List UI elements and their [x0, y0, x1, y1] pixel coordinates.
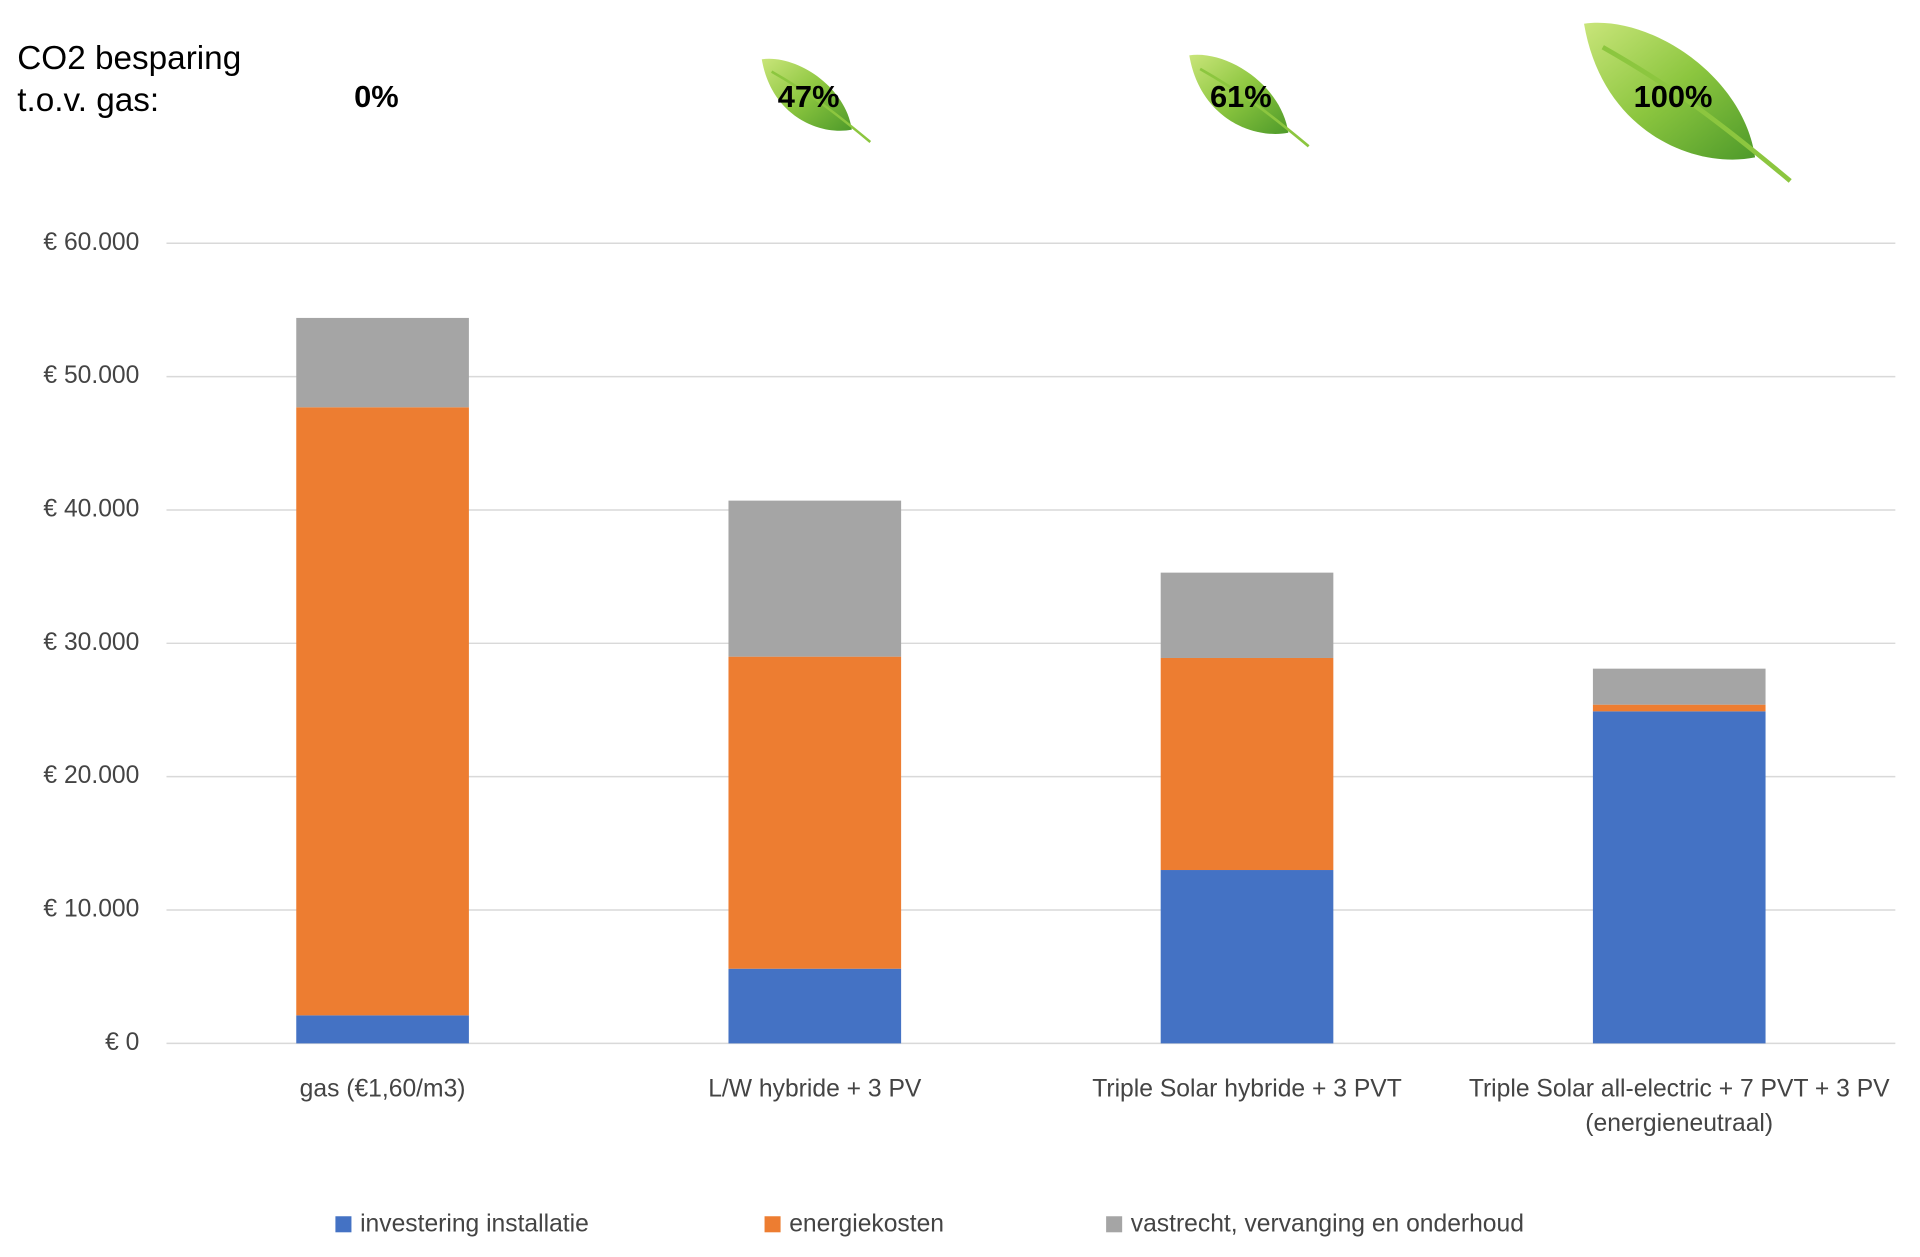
leaf	[1584, 22, 1756, 160]
y-tick-label: € 10.000	[43, 896, 139, 923]
leaf-icon	[761, 58, 872, 143]
leaf	[1189, 54, 1289, 134]
annotation-title: CO2 besparing t.o.v. gas:	[17, 39, 242, 119]
bar-segment	[1592, 704, 1766, 712]
y-tick-label: € 40.000	[43, 495, 139, 522]
annotation: 100%	[1634, 79, 1713, 114]
leaf-icon	[1584, 22, 1792, 183]
leaf-stem	[1601, 45, 1792, 183]
x-tick-label: gas (€1,60/m3)	[299, 1075, 466, 1103]
bar-segment	[296, 407, 469, 1016]
annotation: 0%	[354, 79, 399, 114]
x-tick-label: Triple Solar all-electric + 7 PVT + 3 PV…	[1468, 1075, 1890, 1138]
y-tick-label: € 50.000	[43, 362, 139, 389]
y-tick-label: € 20.000	[43, 762, 139, 789]
leaf	[761, 58, 852, 131]
x-tick-label: Triple Solar hybride + 3 PVT	[1092, 1075, 1402, 1103]
bar-segment	[1160, 870, 1334, 1044]
bar-segment	[1592, 711, 1766, 1044]
category-label-box: Triple Solar hybride + 3 PVT	[1092, 1075, 1402, 1103]
y-tick-label: € 60.000	[43, 229, 139, 256]
y-tick-label: € 0	[105, 1029, 139, 1056]
legend-swatch	[764, 1216, 781, 1233]
annotation: 47%	[778, 79, 840, 114]
x-tick-label: L/W hybride + 3 PV	[708, 1075, 922, 1103]
leaf-icon	[1189, 54, 1310, 148]
bar-segment	[728, 500, 902, 657]
legend-swatch	[335, 1216, 352, 1233]
bar-segment	[296, 317, 469, 408]
category-label-box: L/W hybride + 3 PV	[708, 1075, 922, 1103]
y-tick-label: € 30.000	[43, 629, 139, 656]
legend-label: vastrecht, vervanging en onderhoud	[1131, 1210, 1524, 1237]
bar-segment	[728, 656, 902, 969]
leaf-stem	[771, 70, 872, 143]
annotation-title-box: CO2 besparing t.o.v. gas:	[17, 39, 242, 119]
annotation: 61%	[1210, 79, 1272, 114]
category-label-box: gas (€1,60/m3)	[299, 1075, 466, 1103]
bar-segment	[1592, 668, 1766, 705]
legend-label: investering installatie	[360, 1210, 589, 1237]
legend-label: energiekosten	[789, 1210, 944, 1237]
bar-segment	[296, 1015, 469, 1044]
bar-segment	[728, 968, 902, 1044]
bar-segment	[1160, 572, 1334, 658]
leaf-stem	[1199, 67, 1310, 148]
category-label-box: Triple Solar all-electric + 7 PVT + 3 PV…	[1468, 1075, 1890, 1138]
legend-swatch	[1106, 1216, 1123, 1233]
bar-segment	[1160, 657, 1334, 871]
